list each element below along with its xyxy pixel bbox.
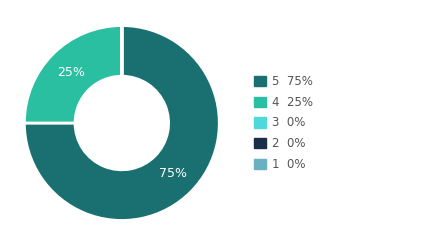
Wedge shape [24,26,219,220]
Text: 25%: 25% [57,65,85,78]
Legend: 5  75%, 4  25%, 3  0%, 2  0%, 1  0%: 5 75%, 4 25%, 3 0%, 2 0%, 1 0% [254,75,313,171]
Wedge shape [24,26,122,123]
Text: 75%: 75% [159,168,187,181]
